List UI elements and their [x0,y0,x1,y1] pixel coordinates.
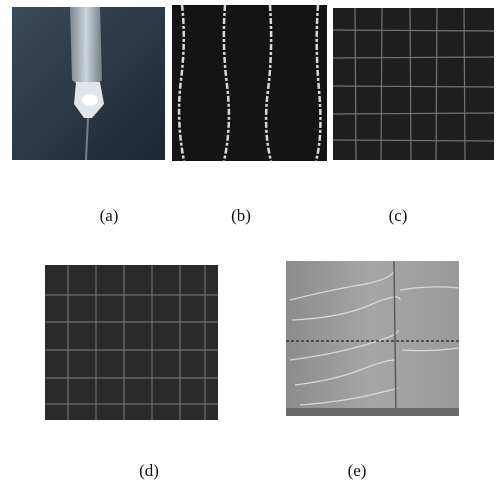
image-a [12,7,165,161]
image-b [172,4,327,162]
panel-label: (c) [389,206,408,225]
panel-label: (a) [100,206,119,225]
image-d [45,265,218,420]
image-c [332,7,495,161]
panel-label: (b) [231,206,251,225]
panel-label: (e) [348,461,367,480]
panel-label: (d) [139,461,159,480]
image-e [286,260,460,417]
